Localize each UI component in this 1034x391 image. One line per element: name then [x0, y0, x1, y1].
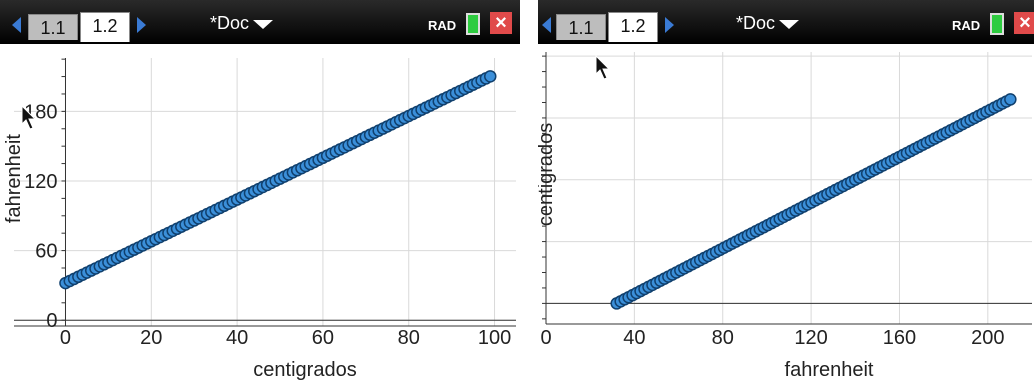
scatter-plot-right[interactable]: 04080120160200030609012fahrenheitcentigr…	[538, 44, 1034, 391]
y-axis-label: centigrados	[538, 123, 557, 226]
plot-area	[546, 52, 1032, 324]
battery-icon	[990, 13, 1004, 35]
x-tick-label: 160	[883, 327, 916, 349]
doc-title-menu[interactable]: *Doc	[210, 13, 274, 34]
scatter-plot-left[interactable]: 0 20 40 60 80 100060120180centigradosfahrenhe…	[0, 44, 520, 391]
y-tick-label: 60	[35, 241, 57, 263]
mouse-pointer-icon	[595, 54, 611, 80]
x-tick-label: 20	[140, 327, 162, 349]
tab-1-2[interactable]: 1.2	[608, 12, 658, 42]
screen-divider	[520, 0, 538, 391]
x-tick-label: 60	[312, 327, 334, 349]
calculator-screen-left: 1.1 1.2 *Doc RAD × 0 20 40 60 80 100 0 60 120 180…	[0, 0, 520, 391]
right-arrow-icon[interactable]	[665, 17, 674, 33]
chevron-down-icon	[253, 19, 274, 29]
x-tick-label: 120	[794, 327, 827, 349]
y-tick-label: 0	[46, 310, 57, 332]
x-tick-label: 0	[540, 327, 551, 349]
y-tick-label: 120	[24, 171, 57, 193]
data-point	[484, 70, 497, 83]
chevron-down-icon	[779, 19, 800, 29]
x-tick-label: 40	[226, 327, 248, 349]
doc-title: *Doc	[736, 13, 776, 33]
calculator-screen-right: 1.1 1.2 *Doc RAD × 040801201602000306090…	[538, 0, 1034, 391]
x-axis-label: fahrenheit	[785, 359, 874, 381]
x-tick-label: 40	[623, 327, 645, 349]
x-tick-label: 0	[60, 327, 71, 349]
data-point	[1004, 93, 1017, 106]
left-arrow-icon[interactable]	[12, 17, 21, 33]
x-tick-label: 200	[971, 327, 1004, 349]
top-bar: 1.1 1.2 *Doc RAD ×	[538, 0, 1034, 44]
close-icon[interactable]: ×	[490, 12, 512, 34]
tab-1-1[interactable]: 1.1	[28, 14, 78, 40]
close-icon[interactable]: ×	[1014, 12, 1034, 34]
y-axis-label: fahrenheit	[3, 134, 25, 223]
doc-title: *Doc	[210, 13, 250, 33]
right-arrow-icon[interactable]	[137, 17, 146, 33]
battery-icon	[466, 13, 480, 35]
left-arrow-icon[interactable]	[542, 17, 551, 33]
x-tick-label: 80	[712, 327, 734, 349]
top-bar: 1.1 1.2 *Doc RAD ×	[0, 0, 520, 44]
x-axis-label: centigrados	[253, 359, 356, 381]
x-tick-label: 80	[398, 327, 420, 349]
doc-title-menu[interactable]: *Doc	[736, 13, 800, 34]
angle-mode: RAD	[952, 18, 981, 33]
angle-mode: RAD	[428, 18, 457, 33]
x-tick-label: 100	[478, 327, 511, 349]
tab-1-1[interactable]: 1.1	[556, 14, 606, 40]
mouse-pointer-icon	[21, 104, 37, 130]
tab-1-2[interactable]: 1.2	[80, 12, 130, 42]
